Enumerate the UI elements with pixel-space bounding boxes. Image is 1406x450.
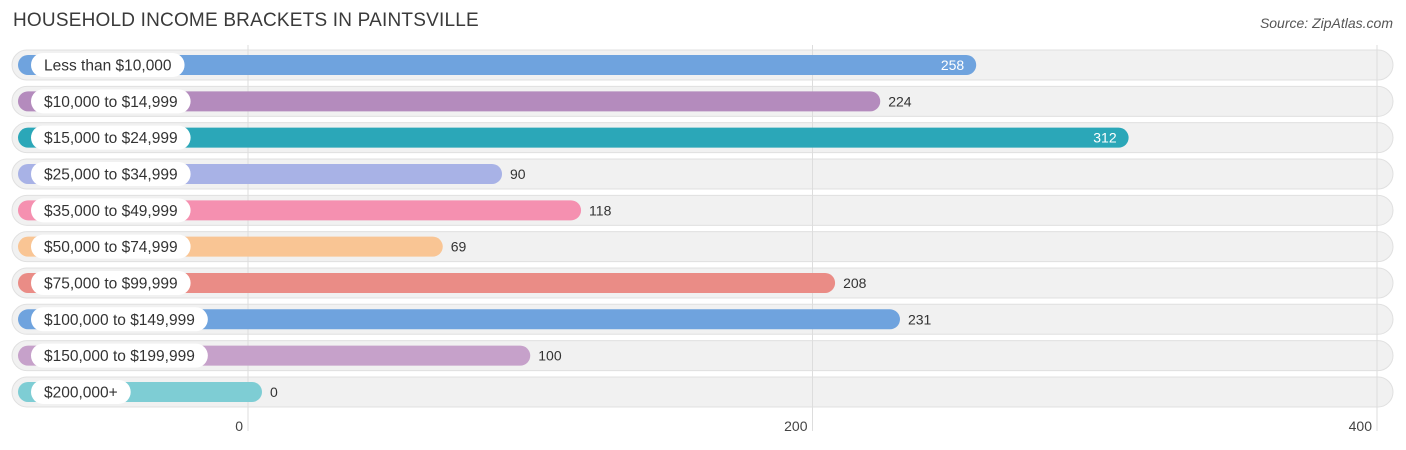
bar [18, 91, 881, 112]
x-tick-label: 0 [235, 418, 243, 434]
value-label: 69 [451, 239, 467, 255]
bar [18, 272, 836, 293]
category-label: $75,000 to $99,999 [44, 275, 178, 292]
value-label: 0 [270, 384, 278, 400]
x-tick-label: 400 [1349, 418, 1373, 434]
value-label: 208 [843, 275, 867, 291]
category-label-pill [31, 270, 191, 295]
category-label: $15,000 to $24,999 [44, 130, 178, 147]
category-label-pill [31, 89, 191, 114]
value-label: 231 [908, 311, 932, 327]
category-label-pill [31, 198, 191, 223]
bar [18, 127, 1129, 148]
bar [18, 55, 977, 75]
bar [18, 309, 900, 330]
value-label: 90 [510, 166, 526, 182]
category-label: $25,000 to $34,999 [44, 166, 178, 183]
chart-title: HOUSEHOLD INCOME BRACKETS IN PAINTSVILLE [13, 10, 479, 31]
category-label-pill [31, 343, 208, 368]
source-credit: Source: ZipAtlas.com [1259, 15, 1393, 31]
category-label-pill [31, 379, 131, 404]
category-label: $50,000 to $74,999 [44, 239, 178, 256]
value-label: 100 [538, 348, 562, 364]
category-label: $10,000 to $14,999 [44, 94, 178, 111]
value-label: 118 [589, 202, 612, 218]
category-label: $200,000+ [44, 384, 118, 401]
value-label: 224 [888, 93, 912, 109]
category-label: $35,000 to $49,999 [44, 203, 178, 220]
category-label-pill [31, 234, 191, 259]
row-background [11, 376, 1394, 408]
category-label: $100,000 to $149,999 [44, 312, 195, 329]
x-tick-label: 200 [784, 418, 808, 434]
value-label: 258 [941, 57, 965, 73]
category-label: $150,000 to $199,999 [44, 348, 195, 365]
category-label-pill [31, 161, 191, 186]
category-label: Less than $10,000 [44, 58, 172, 75]
value-label: 312 [1093, 130, 1117, 146]
category-label-pill [31, 307, 208, 332]
category-label-pill [31, 53, 185, 77]
category-label-pill [31, 125, 191, 150]
